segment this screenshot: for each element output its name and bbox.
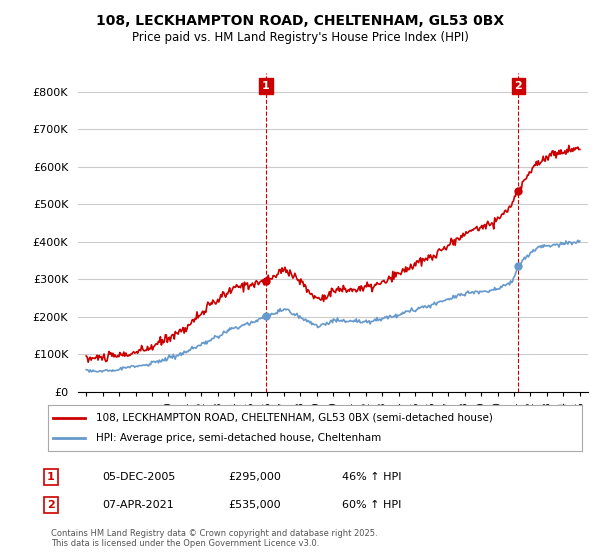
Text: 05-DEC-2005: 05-DEC-2005: [102, 472, 175, 482]
Text: 1: 1: [262, 81, 270, 91]
Text: Price paid vs. HM Land Registry's House Price Index (HPI): Price paid vs. HM Land Registry's House …: [131, 31, 469, 44]
Text: 46% ↑ HPI: 46% ↑ HPI: [342, 472, 401, 482]
Text: 108, LECKHAMPTON ROAD, CHELTENHAM, GL53 0BX (semi-detached house): 108, LECKHAMPTON ROAD, CHELTENHAM, GL53 …: [96, 413, 493, 423]
Text: £295,000: £295,000: [228, 472, 281, 482]
Text: 07-APR-2021: 07-APR-2021: [102, 500, 174, 510]
Text: £535,000: £535,000: [228, 500, 281, 510]
Text: 1: 1: [47, 472, 55, 482]
Text: 2: 2: [47, 500, 55, 510]
Text: HPI: Average price, semi-detached house, Cheltenham: HPI: Average price, semi-detached house,…: [96, 433, 382, 443]
Text: 108, LECKHAMPTON ROAD, CHELTENHAM, GL53 0BX: 108, LECKHAMPTON ROAD, CHELTENHAM, GL53 …: [96, 14, 504, 28]
Text: 60% ↑ HPI: 60% ↑ HPI: [342, 500, 401, 510]
Text: Contains HM Land Registry data © Crown copyright and database right 2025.
This d: Contains HM Land Registry data © Crown c…: [51, 529, 377, 548]
Text: 2: 2: [515, 81, 522, 91]
